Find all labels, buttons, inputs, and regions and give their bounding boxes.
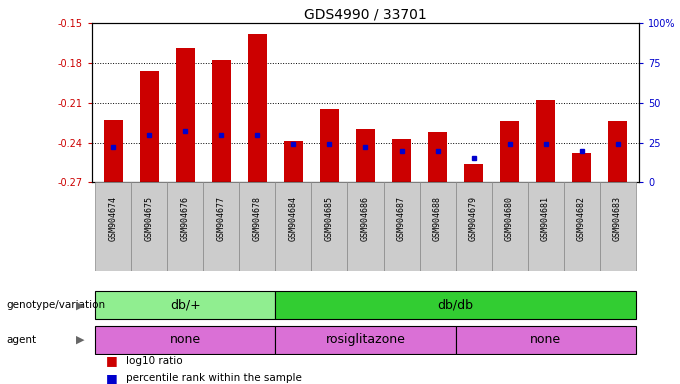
Bar — [564, 182, 600, 271]
Bar — [428, 132, 447, 182]
Text: GSM904688: GSM904688 — [433, 195, 442, 241]
Text: GSM904686: GSM904686 — [361, 195, 370, 241]
Text: GSM904679: GSM904679 — [469, 195, 478, 241]
Text: GSM904684: GSM904684 — [289, 195, 298, 241]
Bar — [500, 121, 520, 182]
Bar — [275, 182, 311, 271]
Text: ■: ■ — [105, 354, 117, 367]
Text: ▶: ▶ — [76, 335, 84, 345]
Bar — [492, 182, 528, 271]
Bar — [211, 60, 231, 182]
Bar — [175, 48, 195, 182]
Bar — [203, 182, 239, 271]
Text: GSM904683: GSM904683 — [613, 195, 622, 241]
Bar — [347, 182, 384, 271]
Bar — [456, 182, 492, 271]
Text: GSM904677: GSM904677 — [217, 195, 226, 241]
Bar — [320, 109, 339, 182]
Text: GSM904682: GSM904682 — [577, 195, 586, 241]
Text: GSM904678: GSM904678 — [253, 195, 262, 241]
Text: db/db: db/db — [437, 299, 473, 312]
Title: GDS4990 / 33701: GDS4990 / 33701 — [304, 8, 427, 22]
Text: none: none — [530, 333, 561, 346]
Text: GSM904680: GSM904680 — [505, 195, 514, 241]
Bar — [356, 129, 375, 182]
Bar — [572, 153, 592, 182]
Bar — [248, 34, 267, 182]
Text: none: none — [170, 333, 201, 346]
Bar — [95, 326, 275, 354]
Text: genotype/variation: genotype/variation — [7, 300, 106, 310]
Bar — [456, 326, 636, 354]
Bar — [95, 291, 275, 319]
Bar — [392, 139, 411, 182]
Bar — [95, 182, 131, 271]
Bar — [275, 326, 456, 354]
Text: agent: agent — [7, 335, 37, 345]
Bar — [275, 291, 636, 319]
Text: percentile rank within the sample: percentile rank within the sample — [126, 373, 302, 383]
Bar — [528, 182, 564, 271]
Bar — [384, 182, 420, 271]
Text: GSM904675: GSM904675 — [145, 195, 154, 241]
Bar — [139, 71, 159, 182]
Bar — [239, 182, 275, 271]
Bar — [167, 182, 203, 271]
Bar — [284, 141, 303, 182]
Text: GSM904674: GSM904674 — [109, 195, 118, 241]
Text: db/+: db/+ — [170, 299, 201, 312]
Text: GSM904681: GSM904681 — [541, 195, 550, 241]
Bar — [131, 182, 167, 271]
Text: ■: ■ — [105, 372, 117, 384]
Bar — [311, 182, 347, 271]
Text: rosiglitazone: rosiglitazone — [326, 333, 405, 346]
Bar — [420, 182, 456, 271]
Text: GSM904676: GSM904676 — [181, 195, 190, 241]
Text: GSM904687: GSM904687 — [397, 195, 406, 241]
Text: GSM904685: GSM904685 — [325, 195, 334, 241]
Bar — [608, 121, 628, 182]
Bar — [103, 120, 123, 182]
Text: log10 ratio: log10 ratio — [126, 356, 182, 366]
Bar — [600, 182, 636, 271]
Text: ▶: ▶ — [76, 300, 84, 310]
Bar — [536, 100, 556, 182]
Bar — [464, 164, 483, 182]
